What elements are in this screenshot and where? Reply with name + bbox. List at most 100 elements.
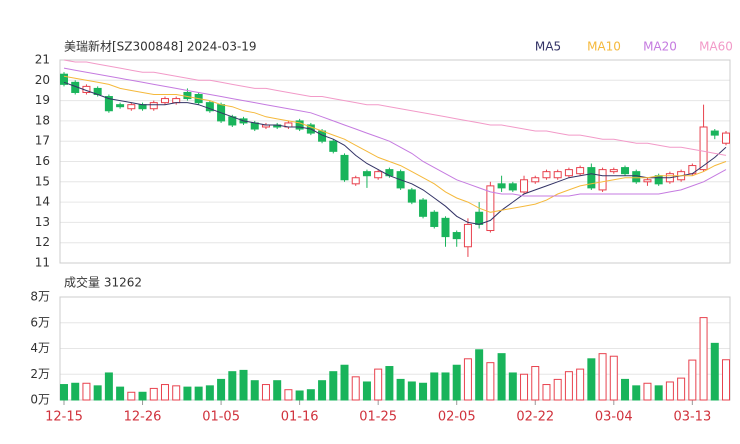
x-tick-label: 03-13 <box>673 410 711 425</box>
candle-body <box>621 167 630 175</box>
y-tick-label: 19 <box>35 93 50 107</box>
x-tick-label: 01-16 <box>281 410 319 425</box>
volume-bar <box>71 382 80 401</box>
legend-label: MA5 <box>535 40 561 54</box>
volume-panel-border <box>59 296 731 401</box>
volume-bar <box>329 371 338 401</box>
ma-line <box>63 81 727 225</box>
volume-bar <box>407 381 416 401</box>
y-tick-label: 12 <box>35 235 50 249</box>
y-tick-label: 13 <box>35 215 50 229</box>
volume-bar <box>722 359 730 401</box>
volume-bar <box>239 369 248 401</box>
volume-bar <box>699 317 708 401</box>
volume-bar <box>463 358 472 401</box>
volume-bar <box>598 353 607 401</box>
candle-body <box>441 217 450 238</box>
candle-body <box>643 179 652 183</box>
candle-body <box>587 167 596 189</box>
volume-bar <box>632 385 641 401</box>
volume-bar <box>665 381 674 401</box>
volume-bar <box>710 342 719 401</box>
volume-bar <box>306 389 315 401</box>
candle-body <box>609 169 618 173</box>
volume-bar <box>60 384 68 401</box>
candle-body <box>419 199 428 217</box>
volume-bar <box>93 385 102 401</box>
x-tick-label: 01-25 <box>359 410 397 425</box>
legend-label: MA60 <box>699 40 733 54</box>
candle-body <box>497 183 506 189</box>
candle-body <box>452 232 461 240</box>
candle-body <box>127 104 136 110</box>
candle-body <box>104 96 113 112</box>
candle-body <box>374 171 383 179</box>
y-tick-label: 8万 <box>30 290 50 304</box>
volume-bar <box>564 371 573 401</box>
volume-bar <box>419 382 428 401</box>
y-tick-label: 11 <box>35 256 50 270</box>
volume-bar <box>609 355 618 401</box>
volume-bar <box>295 390 304 401</box>
y-tick-label: 16 <box>35 154 50 168</box>
ma-line <box>63 67 727 197</box>
candle-body <box>463 223 472 248</box>
volume-bar <box>217 378 226 401</box>
candle-body <box>340 154 349 181</box>
volume-bar <box>654 385 663 401</box>
volume-bar <box>587 358 596 401</box>
x-tick-label: 03-04 <box>595 410 633 425</box>
volume-bar <box>261 384 270 401</box>
candle-body <box>508 183 517 191</box>
y-tick-label: 15 <box>35 174 50 188</box>
price-panel-border <box>59 59 731 264</box>
candle-body <box>205 102 214 112</box>
volume-bar <box>351 376 360 401</box>
volume-bar <box>362 381 371 401</box>
candle-body <box>531 177 540 183</box>
volume-bar <box>621 378 630 401</box>
volume-bar <box>677 377 686 401</box>
volume-bar <box>340 364 349 401</box>
volume-bar <box>228 371 237 401</box>
volume-bar <box>688 359 697 401</box>
candle-body <box>722 132 730 144</box>
candle-body <box>598 169 607 191</box>
candle-body <box>351 177 360 185</box>
candle-body <box>329 140 338 152</box>
volume-bar <box>531 366 540 401</box>
volume-bar <box>576 368 585 401</box>
volume-bar <box>205 385 214 401</box>
volume-bar <box>374 368 383 401</box>
candle-body <box>542 171 551 179</box>
candle-body <box>564 169 573 177</box>
volume-bar <box>542 384 551 401</box>
volume-bar <box>273 380 282 401</box>
x-tick-label: 01-05 <box>202 410 240 425</box>
legend-label: MA10 <box>587 40 621 54</box>
volume-bar <box>441 372 450 401</box>
volume-bar <box>183 386 192 401</box>
volume-bar <box>486 362 495 401</box>
candle-body <box>553 171 562 179</box>
volume-bar <box>194 386 203 401</box>
candle-body <box>486 185 495 232</box>
legend-label: MA20 <box>643 40 677 54</box>
volume-bar <box>508 372 517 401</box>
volume-bar <box>385 366 394 401</box>
volume-title: 成交量 31262 <box>64 275 142 290</box>
candle-body <box>632 171 641 183</box>
chart-title: 美瑞新材[SZ300848] 2024-03-19 <box>64 39 257 54</box>
candle-body <box>407 189 416 203</box>
candle-body <box>475 211 484 225</box>
x-tick-label: 02-05 <box>438 410 476 425</box>
volume-bar <box>475 349 484 401</box>
candle-body <box>149 102 158 110</box>
candle-body <box>116 104 125 108</box>
volume-bar <box>284 389 293 401</box>
candle-body <box>183 91 192 100</box>
y-tick-label: 21 <box>35 53 50 67</box>
volume-bar <box>104 372 113 401</box>
y-tick-label: 18 <box>35 113 50 127</box>
candle-body <box>295 120 304 130</box>
